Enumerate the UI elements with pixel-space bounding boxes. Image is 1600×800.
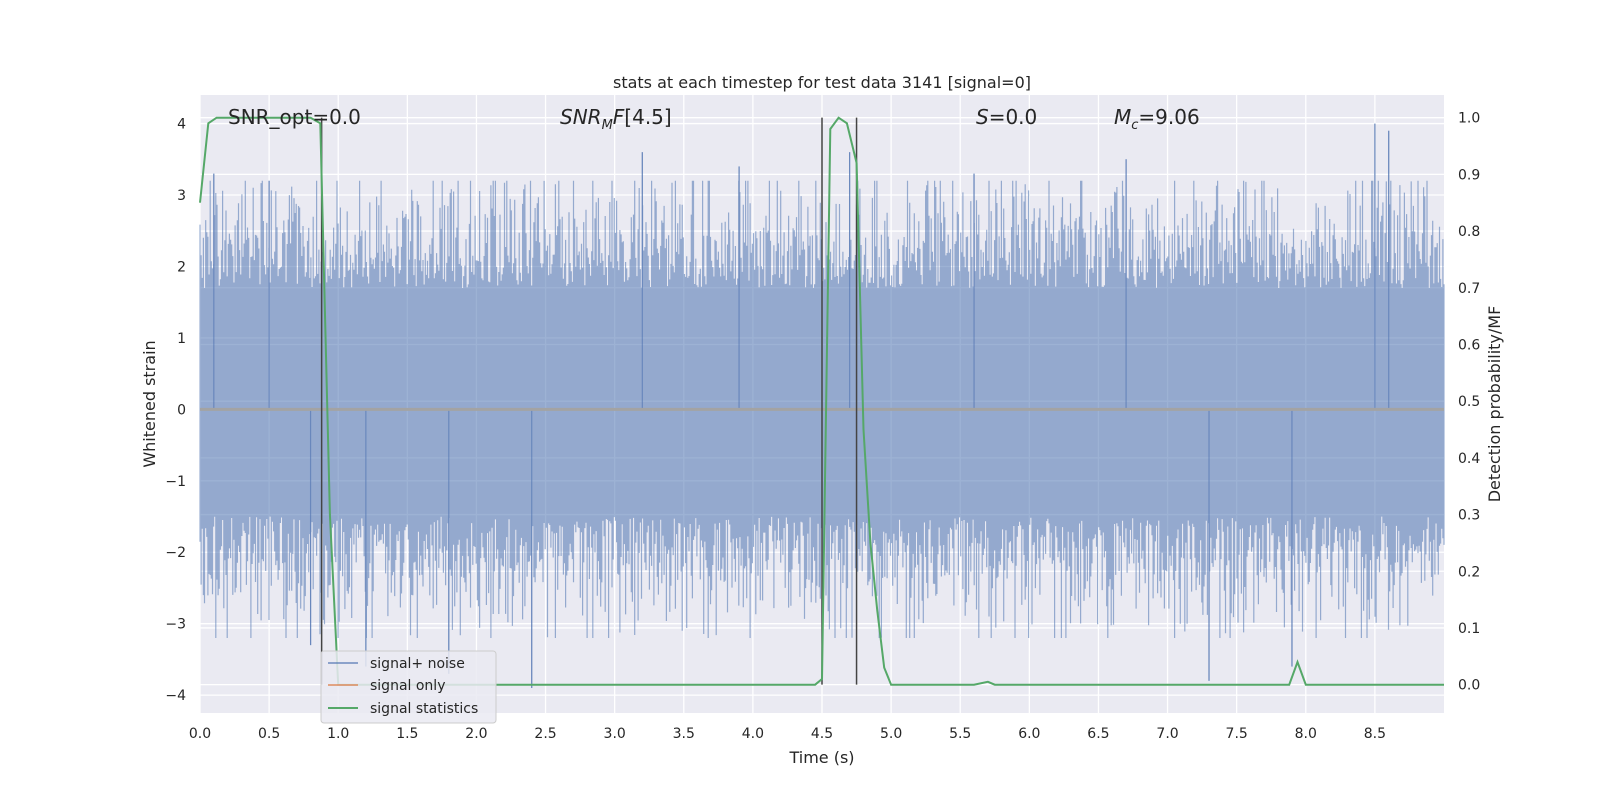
y-tick-label: 2 xyxy=(177,259,186,275)
x-tick-label: 8.0 xyxy=(1295,726,1317,742)
x-tick-label: 0.5 xyxy=(258,726,280,742)
y2-axis-ticks: 1.0 0.9 0.8 0.7 0.6 0.5 0.4 0.3 0.2 0.1 0.0 xyxy=(1458,111,1480,694)
x-tick-label: 7.5 xyxy=(1226,726,1248,742)
y2-tick-label: 0.5 xyxy=(1458,394,1480,410)
annotation-snr-opt: SNR_opt=0.0 xyxy=(228,105,361,129)
y-tick-label: −2 xyxy=(165,545,186,561)
x-tick-label: 5.5 xyxy=(949,726,971,742)
annotation-snr-mf: SNRMF[4.5] xyxy=(560,105,672,133)
y-axis-ticks: 4 3 2 1 0 −1 −2 −3 −4 xyxy=(165,117,186,705)
y-axis-title: Whitened strain xyxy=(140,340,159,467)
chart-title: stats at each timestep for test data 314… xyxy=(613,73,1031,92)
legend-box xyxy=(320,650,497,724)
x-tick-label: 8.5 xyxy=(1364,726,1386,742)
legend-label-signal-only: signal only xyxy=(370,678,445,694)
y-tick-label: 4 xyxy=(177,117,186,133)
x-tick-label: 4.5 xyxy=(811,726,833,742)
x-tick-label: 6.5 xyxy=(1087,726,1109,742)
y2-tick-label: 0.0 xyxy=(1458,678,1480,694)
annotations: SNR_opt=0.0 SNRMF[4.5] S=0.0 Mc=9.06 xyxy=(228,105,1200,133)
y2-tick-label: 0.1 xyxy=(1458,621,1480,637)
chirp-mass-value: =9.06 xyxy=(1138,105,1199,129)
y-tick-label: 1 xyxy=(177,331,186,347)
x-tick-label: 4.0 xyxy=(742,726,764,742)
x-axis-ticks: 0.0 0.5 1.0 1.5 2.0 2.5 3.0 3.5 4.0 4.5 5.0 5.5 6.0 6… xyxy=(189,726,1386,742)
y-tick-label: 3 xyxy=(177,188,186,204)
x-tick-label: 1.5 xyxy=(396,726,418,742)
x-tick-label: 6.0 xyxy=(1018,726,1040,742)
x-tick-label: 3.5 xyxy=(673,726,695,742)
x-tick-label: 7.0 xyxy=(1156,726,1178,742)
x-axis-title: Time (s) xyxy=(788,748,854,767)
legend-label-statistics: signal statistics xyxy=(370,701,478,717)
y2-tick-label: 0.9 xyxy=(1458,167,1480,183)
y2-tick-label: 0.7 xyxy=(1458,281,1480,297)
statistics-series xyxy=(199,116,1444,686)
y2-tick-label: 0.4 xyxy=(1458,451,1480,467)
y-tick-label: −3 xyxy=(165,617,186,633)
y2-tick-label: 1.0 xyxy=(1458,111,1480,127)
x-tick-label: 0.0 xyxy=(189,726,211,742)
y-tick-label: −4 xyxy=(165,688,186,704)
x-tick-label: 3.0 xyxy=(604,726,626,742)
y2-tick-label: 0.2 xyxy=(1458,564,1480,580)
annotation-chirp-mass: Mc=9.06 xyxy=(1114,105,1200,133)
y2-axis-title: Detection probability/MF xyxy=(1485,306,1504,503)
y2-tick-label: 0.6 xyxy=(1458,337,1480,353)
x-tick-label: 5.0 xyxy=(880,726,902,742)
x-tick-label: 2.5 xyxy=(534,726,556,742)
x-tick-label: 1.0 xyxy=(327,726,349,742)
legend-label-noise: signal+ noise xyxy=(370,656,465,672)
y-tick-label: −1 xyxy=(165,474,186,490)
legend: signal+ noise signal only signal statist… xyxy=(320,650,497,724)
x-tick-label: 2.0 xyxy=(465,726,487,742)
statistics-line xyxy=(199,116,1444,686)
s-stat-value: =0.0 xyxy=(989,105,1038,129)
annotation-s-stat: S=0.0 xyxy=(976,105,1037,129)
y-tick-label: 0 xyxy=(177,402,186,418)
snr-mf-value: [4.5] xyxy=(624,105,671,129)
y2-tick-label: 0.8 xyxy=(1458,224,1480,240)
y2-tick-label: 0.3 xyxy=(1458,508,1480,524)
noise-series xyxy=(199,123,1445,688)
